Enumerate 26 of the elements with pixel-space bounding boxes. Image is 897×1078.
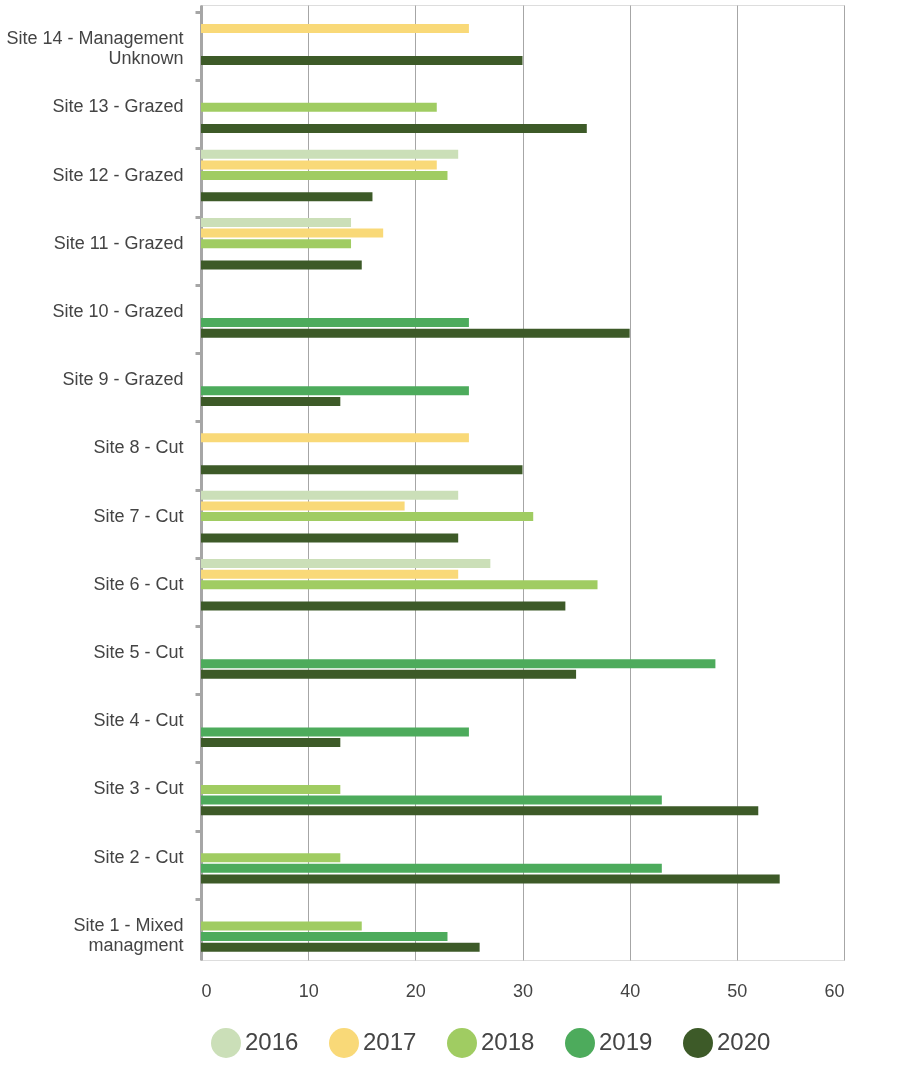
legend-label: 2018	[481, 1028, 535, 1055]
y-tick-label: Site 12 - Grazed	[52, 164, 184, 185]
x-tick-label: 60	[824, 980, 845, 1001]
legend-label: 2019	[599, 1028, 653, 1055]
x-tick-label: 10	[298, 980, 319, 1001]
y-tick-label: Site 1 - Mixed managment	[73, 914, 184, 955]
x-tick-label: 20	[405, 980, 426, 1001]
y-tick-label: Site 5 - Cut	[93, 642, 184, 663]
y-tick-label: Site 3 - Cut	[93, 778, 184, 799]
y-tick-label: Site 14 - Management Unknown	[6, 28, 184, 69]
x-tick-label: 0	[201, 980, 212, 1001]
x-tick-label: 30	[512, 980, 534, 1001]
y-tick-label: Site 6 - Cut	[93, 573, 184, 594]
legend-label: 2017	[363, 1028, 417, 1055]
y-tick-label: Site 8 - Cut	[93, 437, 184, 458]
x-tick-label: 40	[620, 980, 641, 1001]
legend-label: 2020	[717, 1028, 771, 1055]
y-tick-label: Site 9 - Grazed	[62, 369, 184, 390]
y-tick-label: Site 11 - Grazed	[53, 232, 184, 253]
y-tick-label: Site 13 - Grazed	[52, 96, 184, 117]
y-tick-label: Site 4 - Cut	[93, 710, 184, 731]
legend-label: 2016	[245, 1028, 299, 1055]
y-tick-label: Site 7 - Cut	[93, 505, 184, 526]
y-tick-label: Site 10 - Grazed	[52, 300, 184, 321]
y-tick-label: Site 2 - Cut	[93, 846, 184, 867]
x-tick-label: 50	[727, 980, 748, 1001]
